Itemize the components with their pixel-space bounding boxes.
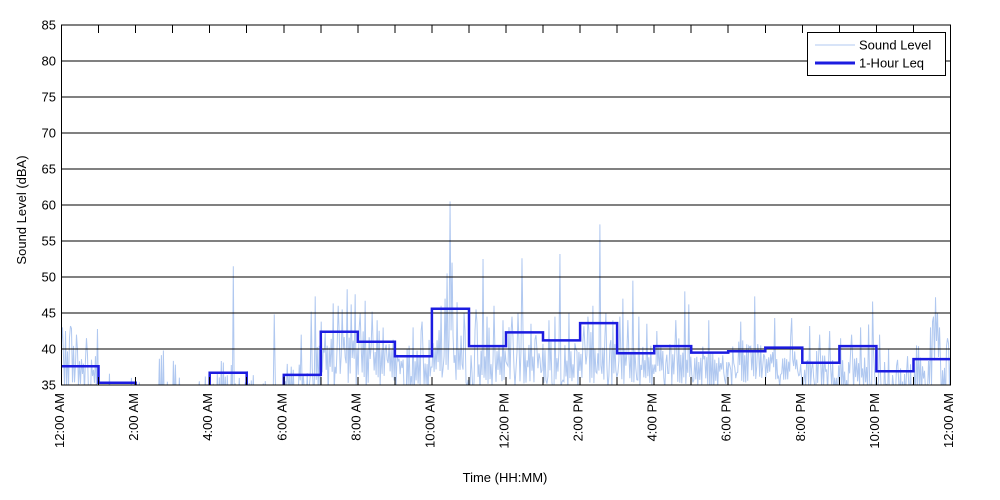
svg-text:60: 60 — [42, 198, 56, 213]
svg-text:55: 55 — [42, 234, 56, 249]
svg-text:8:00 PM: 8:00 PM — [793, 393, 808, 441]
svg-text:Sound Level (dBA): Sound Level (dBA) — [14, 155, 29, 264]
svg-text:12:00 PM: 12:00 PM — [497, 393, 512, 449]
svg-text:85: 85 — [42, 18, 56, 33]
svg-text:4:00 AM: 4:00 AM — [200, 393, 215, 441]
svg-text:2:00 PM: 2:00 PM — [571, 393, 586, 441]
svg-text:75: 75 — [42, 90, 56, 105]
svg-text:Time (HH:MM): Time (HH:MM) — [463, 470, 548, 485]
svg-text:12:00 AM: 12:00 AM — [52, 393, 67, 448]
svg-text:2:00 AM: 2:00 AM — [126, 393, 141, 441]
svg-text:35: 35 — [42, 378, 56, 393]
svg-text:12:00 AM: 12:00 AM — [941, 393, 956, 448]
svg-text:10:00 PM: 10:00 PM — [867, 393, 882, 449]
svg-text:4:00 PM: 4:00 PM — [645, 393, 660, 441]
svg-text:8:00 AM: 8:00 AM — [348, 393, 363, 441]
svg-text:6:00 AM: 6:00 AM — [274, 393, 289, 441]
svg-text:Sound Level: Sound Level — [859, 38, 931, 53]
svg-text:50: 50 — [42, 270, 56, 285]
svg-text:40: 40 — [42, 342, 56, 357]
svg-text:1-Hour Leq: 1-Hour Leq — [859, 56, 924, 71]
svg-text:45: 45 — [42, 306, 56, 321]
svg-text:80: 80 — [42, 54, 56, 69]
svg-text:6:00 PM: 6:00 PM — [719, 393, 734, 441]
svg-text:65: 65 — [42, 162, 56, 177]
svg-text:70: 70 — [42, 126, 56, 141]
svg-text:10:00 AM: 10:00 AM — [422, 393, 437, 448]
